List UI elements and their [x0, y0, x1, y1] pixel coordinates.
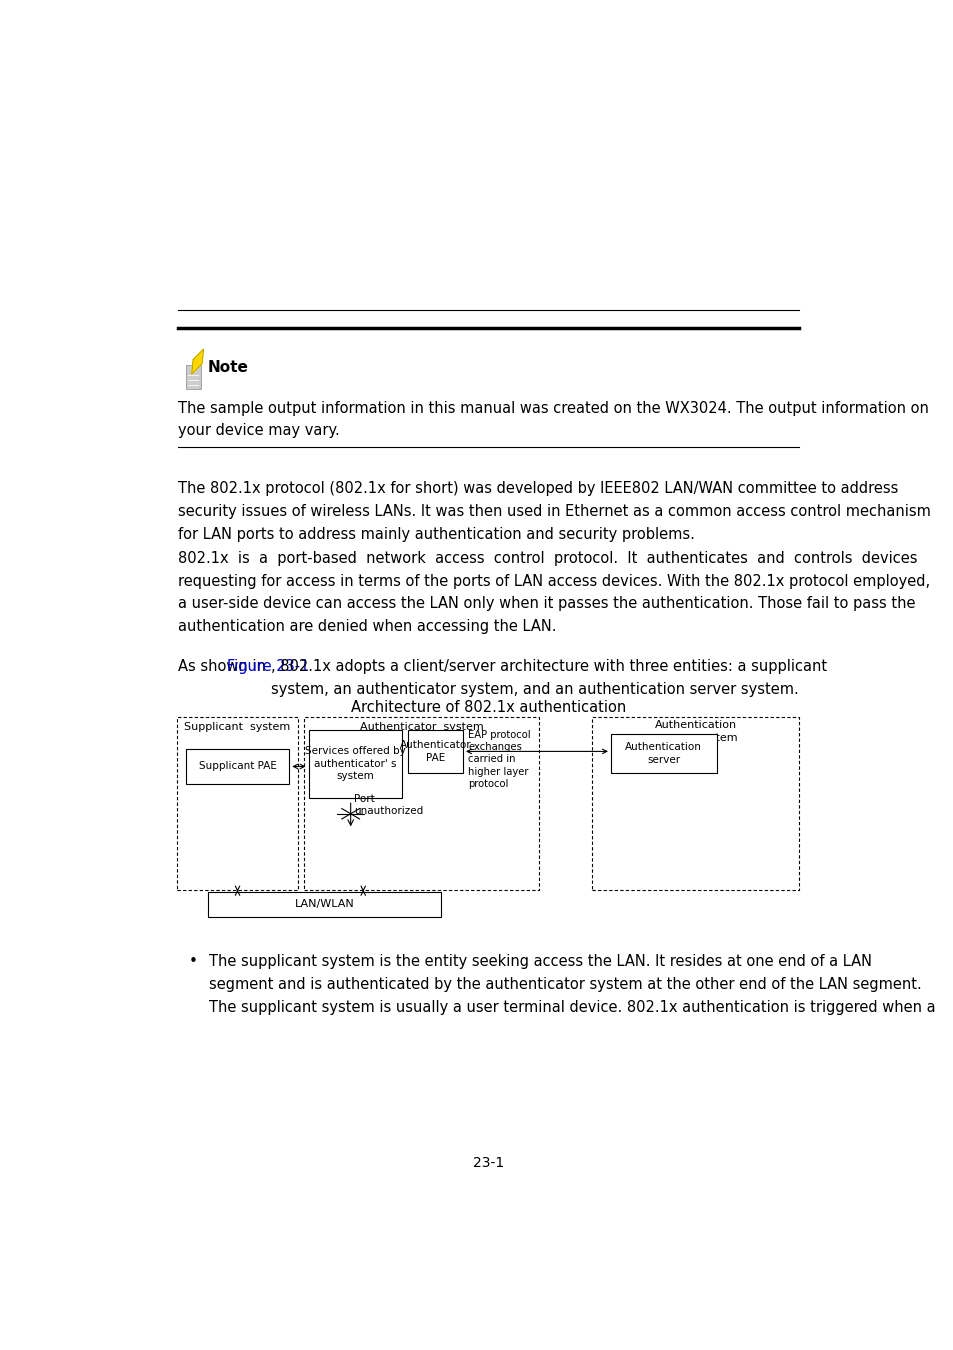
- Text: Authenticator  system: Authenticator system: [359, 722, 483, 732]
- Text: Note: Note: [208, 360, 249, 375]
- Text: •: •: [189, 954, 197, 969]
- FancyBboxPatch shape: [186, 749, 289, 783]
- Text: 23-1: 23-1: [473, 1157, 504, 1170]
- Text: Services offered by
authenticator' s
system: Services offered by authenticator' s sys…: [304, 747, 405, 782]
- Text: Authenticator
PAE: Authenticator PAE: [399, 740, 471, 763]
- Text: The 802.1x protocol (802.1x for short) was developed by IEEE802 LAN/WAN committe: The 802.1x protocol (802.1x for short) w…: [178, 481, 930, 541]
- FancyBboxPatch shape: [186, 364, 200, 389]
- Polygon shape: [192, 350, 203, 374]
- Text: The sample output information in this manual was created on the WX3024. The outp: The sample output information in this ma…: [178, 401, 928, 439]
- FancyBboxPatch shape: [208, 892, 440, 917]
- Text: Authentication
server  system: Authentication server system: [654, 720, 737, 743]
- FancyBboxPatch shape: [407, 729, 462, 774]
- Text: 802.1x  is  a  port-based  network  access  control  protocol.  It  authenticate: 802.1x is a port-based network access co…: [178, 551, 929, 634]
- Text: As shown in: As shown in: [178, 659, 271, 674]
- Text: The supplicant system is the entity seeking access the LAN. It resides at one en: The supplicant system is the entity seek…: [210, 954, 935, 1015]
- Text: Figure 23-1: Figure 23-1: [227, 659, 309, 674]
- Text: , 802.1x adopts a client/server architecture with three entities: a supplicant
s: , 802.1x adopts a client/server architec…: [271, 659, 826, 697]
- Text: Architecture of 802.1x authentication: Architecture of 802.1x authentication: [351, 701, 626, 716]
- FancyBboxPatch shape: [308, 729, 401, 798]
- Text: Port
unauthorized: Port unauthorized: [354, 794, 423, 817]
- Text: LAN/WLAN: LAN/WLAN: [294, 899, 354, 909]
- Text: Supplicant  system: Supplicant system: [184, 722, 291, 732]
- Text: Authentication
server: Authentication server: [624, 743, 701, 764]
- FancyBboxPatch shape: [610, 734, 716, 774]
- Text: EAP protocol
exchanges
carried in
higher layer
protocol: EAP protocol exchanges carried in higher…: [468, 729, 530, 790]
- Text: Supplicant PAE: Supplicant PAE: [198, 761, 276, 771]
